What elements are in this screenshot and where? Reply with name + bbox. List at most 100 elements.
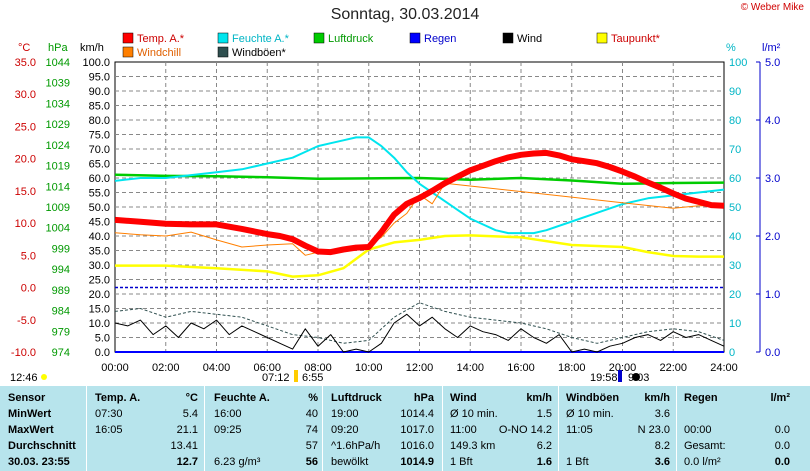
series-line-windben	[114, 302, 725, 344]
wind-tick-label: 85.0	[89, 101, 110, 113]
stats-column-separator	[86, 386, 87, 471]
wind-tick-label: 50.0	[89, 202, 110, 214]
legend-swatch-rain	[409, 32, 421, 44]
stats-header: Windböen	[566, 392, 620, 404]
legend-swatch-windchill	[122, 46, 134, 58]
wind-tick-label: 70.0	[89, 144, 110, 156]
moonrise-icon	[632, 373, 640, 381]
pressure-tick-label: 1024	[46, 140, 70, 152]
series-line-taupunkt	[115, 234, 724, 278]
stats-cell: 0.0 l/m²	[684, 456, 721, 468]
wind-tick-label: 10.0	[89, 318, 110, 330]
wind-tick-label: 60.0	[89, 173, 110, 185]
humidity-tick-label: 50	[729, 202, 741, 214]
stats-cell: 6.23 g/m³	[214, 456, 261, 468]
stats-cell: N 23.0	[637, 424, 670, 436]
stats-cell: 16:05	[95, 424, 123, 436]
stats-column-separator	[676, 386, 677, 471]
stats-cell: 40	[305, 408, 318, 420]
stats-header: Temp. A.	[95, 392, 141, 404]
pressure-tick-label: 1019	[46, 161, 70, 173]
stats-cell: Ø 10 min.	[566, 408, 614, 420]
stats-cell: 1014.4	[400, 408, 434, 420]
wind-tick-label: 25.0	[89, 275, 110, 287]
legend-swatch-temp	[122, 32, 134, 44]
wind-tick-label: 65.0	[89, 159, 110, 171]
humidity-tick-label: 20	[729, 289, 741, 301]
stats-header: Wind	[450, 392, 477, 404]
wind-tick-label: 55.0	[89, 188, 110, 200]
pressure-tick-label: 1039	[46, 78, 70, 90]
wind-axis-unit: km/h	[80, 42, 104, 54]
wind-tick-label: 20.0	[89, 289, 110, 301]
temp-tick-label: 30.0	[15, 89, 36, 101]
time-tick-label: 04:00	[203, 362, 231, 374]
rain-tick-label: 4.0	[765, 115, 780, 127]
stats-header: %	[308, 392, 318, 404]
stats-cell: 56	[305, 456, 318, 468]
time-tick-label: 12:00	[406, 362, 434, 374]
humidity-tick-label: 90	[729, 86, 741, 98]
time-tick-label: 20:00	[609, 362, 637, 374]
legend-label-humidity: Feuchte A.*	[232, 33, 290, 45]
temp-axis-unit: °C	[18, 42, 30, 54]
pressure-tick-label: 974	[52, 347, 70, 359]
stats-cell: 00:00	[684, 424, 712, 436]
sunrise-marker	[294, 370, 298, 382]
temp-tick-label: -5.0	[17, 315, 36, 327]
wind-tick-label: 95.0	[89, 72, 110, 84]
stats-header: °C	[185, 392, 198, 404]
wind-tick-label: 75.0	[89, 130, 110, 142]
humidity-tick-label: 60	[729, 173, 741, 185]
temp-tick-label: 25.0	[15, 121, 36, 133]
stats-header: l/m²	[770, 392, 790, 404]
pressure-tick-label: 994	[52, 264, 70, 276]
wind-tick-label: 90.0	[89, 86, 110, 98]
wind-tick-label: 100.0	[82, 57, 110, 69]
stats-cell: 07:30	[95, 408, 123, 420]
legend-swatch-pressure	[313, 32, 325, 44]
stats-header: Regen	[684, 392, 718, 404]
time-tick-label: 10:00	[355, 362, 383, 374]
stats-header: km/h	[644, 392, 670, 404]
stats-row-label: MaxWert	[8, 424, 54, 436]
stats-header: km/h	[526, 392, 552, 404]
stats-header: Sensor	[8, 392, 46, 404]
legend-label-dewpoint: Taupunkt*	[611, 33, 661, 45]
stats-cell: Ø 10 min.	[450, 408, 498, 420]
time-tick-label: 24:00	[710, 362, 738, 374]
legend-label-temp: Temp. A.*	[137, 33, 185, 45]
weather-chart: °C hPa km/h% l/m² 35.0 30.0 25.0 20.0 15.0 10.0 5.…	[10, 32, 781, 384]
stats-cell: 8.2	[654, 440, 670, 452]
humidity-tick-label: 30	[729, 260, 741, 272]
stats-cell: 0.0	[774, 456, 790, 468]
humidity-tick-label: 70	[729, 144, 741, 156]
series-line-tempa	[114, 149, 725, 256]
rain-tick-label: 2.0	[765, 231, 780, 243]
temp-tick-label: -10.0	[11, 347, 36, 359]
stats-row-label: MinWert	[8, 408, 52, 420]
temp-tick-label: 20.0	[15, 154, 36, 166]
sunset-marker	[618, 370, 622, 382]
legend-label-windchill: Windchill	[137, 47, 181, 59]
pressure-tick-label: 1029	[46, 119, 70, 131]
time-tick-label: 18:00	[558, 362, 586, 374]
stats-cell: 1.5	[536, 408, 552, 420]
stats-cell: 57	[305, 440, 318, 452]
stats-column-separator	[204, 386, 205, 471]
stats-cell: 1014.9	[400, 456, 434, 468]
stats-cell: 09:20	[331, 424, 359, 436]
stats-header: hPa	[413, 392, 434, 404]
stats-header: Feuchte A.	[214, 392, 270, 404]
stats-row-label: Durchschnitt	[8, 440, 76, 452]
stats-cell: 11:00	[450, 424, 477, 436]
humidity-tick-label: 100	[729, 57, 747, 69]
stats-cell: 0.0	[774, 440, 790, 452]
copyright-label[interactable]: © Weber Mike	[740, 2, 804, 13]
humidity-tick-label: 40	[729, 231, 741, 243]
sunset-label: 19:58	[590, 372, 618, 384]
legend-label-pressure: Luftdruck	[328, 33, 374, 45]
pressure-tick-label: 1044	[46, 57, 70, 69]
sunrise-label: 07:12	[262, 372, 290, 384]
wind-tick-label: 45.0	[89, 217, 110, 229]
